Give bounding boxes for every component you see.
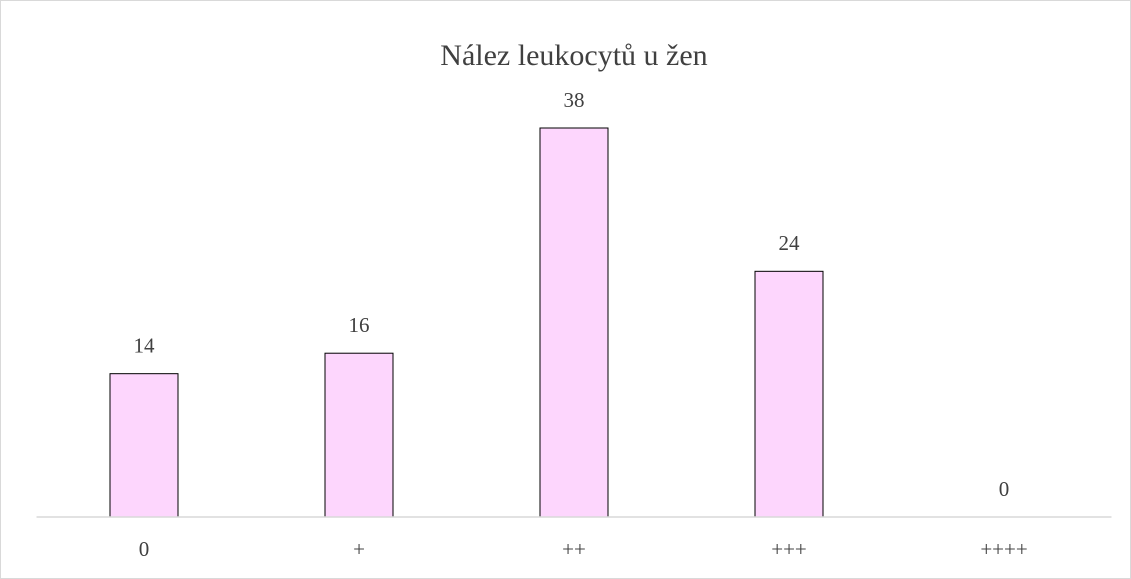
x-tick-label: +++ [771, 537, 807, 561]
data-label: 24 [779, 231, 801, 255]
data-label: 16 [349, 313, 370, 337]
x-tick-label: ++++ [980, 537, 1027, 561]
bar [539, 127, 609, 518]
bar [324, 352, 394, 518]
bar [754, 270, 824, 518]
bar [109, 373, 179, 518]
x-tick-label: 0 [139, 537, 150, 561]
chart-title: Nález leukocytů u žen [440, 39, 707, 72]
x-tick-label: ++ [562, 537, 586, 561]
x-tick-label: + [353, 537, 365, 561]
data-label: 14 [134, 333, 156, 357]
data-label: 0 [999, 477, 1010, 501]
data-label: 38 [564, 88, 585, 112]
